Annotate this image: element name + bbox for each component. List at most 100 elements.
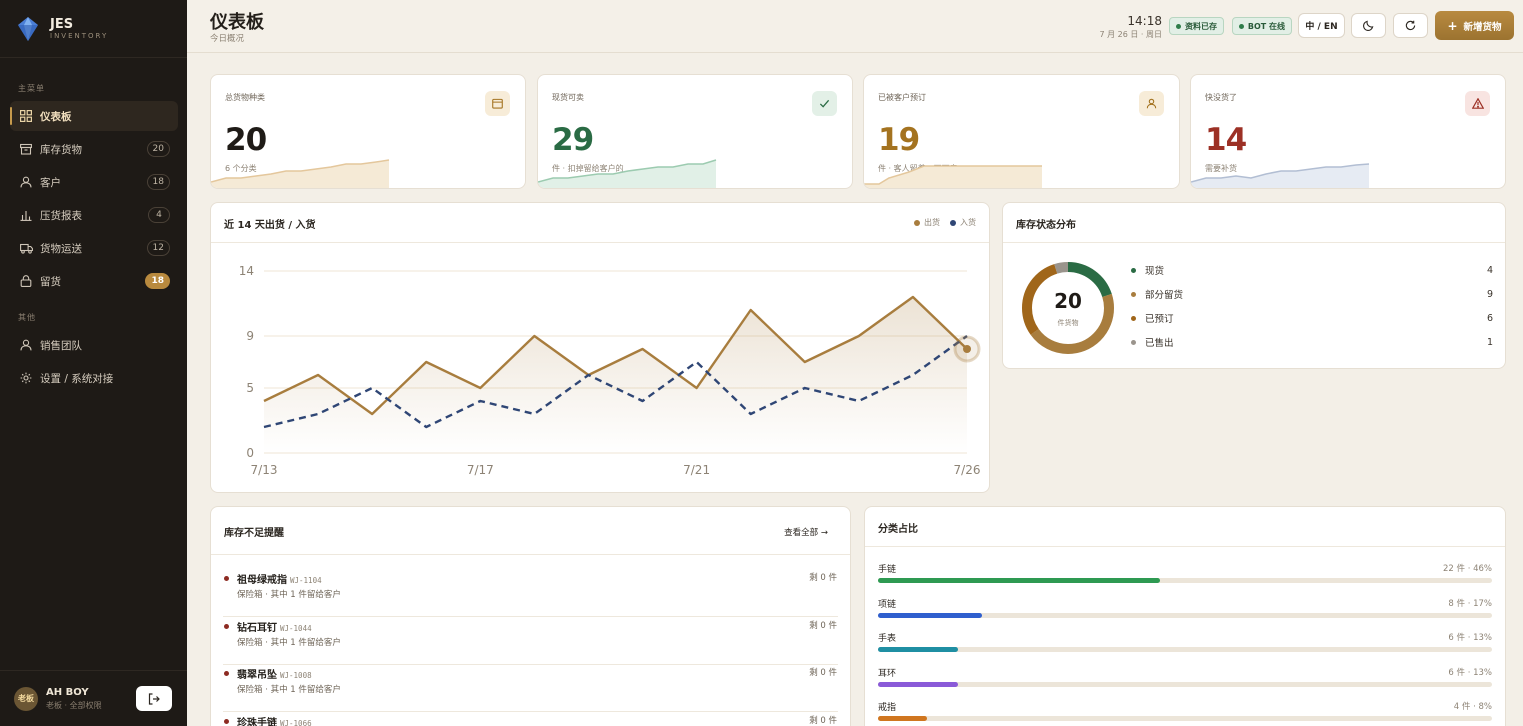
card-header: 分类占比 [865, 507, 1505, 547]
item-desc: 保险箱 · 其中 1 件留给客户 [237, 685, 341, 695]
sidebar-item-sales-team[interactable]: 销售团队 [10, 330, 178, 360]
theme-toggle-button[interactable] [1351, 13, 1386, 38]
refresh-button[interactable] [1393, 13, 1428, 38]
category-value: 6 件 · 13% [1448, 667, 1492, 678]
distribution-label: 现货 [1145, 266, 1165, 277]
status-badge-bot: BOT 在线 [1231, 17, 1292, 35]
view-all-link[interactable]: 查看全部 → [784, 528, 828, 538]
count-badge: 12 [146, 240, 170, 256]
sidebar-item-settings[interactable]: 设置 / 系统对接 [10, 363, 178, 393]
item-name: 珍珠手链 [237, 717, 277, 726]
sidebar-item-label: 库存货物 [40, 143, 82, 156]
sidebar-item-label: 留货 [40, 275, 61, 288]
low-stock-item[interactable]: 珍珠手链 WJ-1066 剩 0 件 [223, 713, 838, 726]
card-header: 库存状态分布 [1003, 203, 1505, 243]
sidebar-item-label: 设置 / 系统对接 [40, 372, 114, 385]
sidebar-item-shipping[interactable]: 货物运送 12 [10, 233, 178, 263]
legend-dot-icon [950, 219, 956, 226]
sidebar-item-label: 客户 [40, 176, 61, 189]
legend-label: 出货 [924, 218, 940, 227]
legend-label: 入货 [960, 218, 976, 227]
diamond-logo-icon [18, 16, 38, 41]
box-icon [485, 91, 510, 116]
sidebar-item-dashboard[interactable]: 仪表板 [10, 101, 178, 131]
card-title: 近 14 天出货 / 入货 [224, 220, 316, 231]
sparkline [538, 159, 717, 188]
truck-icon [19, 241, 33, 255]
progress-fill [878, 716, 928, 721]
line-chart: 0 5 9 14 7/13 7/17 7/21 7/26 [239, 264, 981, 477]
category-row: 项链 8 件 · 17% [878, 597, 1492, 627]
category-row: 手表 6 件 · 13% [878, 631, 1492, 661]
series-area-out [264, 297, 967, 453]
progress-track [878, 612, 1492, 618]
item-name: 翡翠吊坠 [237, 670, 277, 681]
low-stock-item[interactable]: 钻石耳钉 WJ-1044 保险箱 · 其中 1 件留给客户 剩 0 件 [223, 618, 838, 665]
category-name: 耳环 [878, 668, 897, 679]
item-desc: 保险箱 · 其中 1 件留给客户 [237, 590, 341, 600]
progress-track [878, 681, 1492, 687]
item-remaining: 剩 0 件 [809, 573, 837, 583]
stat-value: 29 [552, 122, 594, 158]
topbar: 仪表板 今日概况 14:18 7 月 26 日 · 周日 资料已存 BOT 在线… [187, 0, 1523, 53]
distribution-item: 部分留货 9 [1131, 287, 1493, 301]
item-name: 祖母绿戒指 [237, 575, 287, 586]
item-remaining: 剩 0 件 [809, 620, 837, 631]
item-desc: 保险箱 · 其中 1 件留给客户 [237, 637, 341, 648]
logout-button[interactable] [136, 686, 172, 711]
logout-icon [148, 692, 160, 705]
sidebar-item-label: 压货报表 [40, 209, 82, 222]
card-header: 近 14 天出货 / 入货 出货 入货 [211, 203, 989, 243]
category-value: 22 件 · 46% [1442, 564, 1492, 574]
legend-dot-icon [914, 219, 920, 226]
user-icon [1139, 91, 1164, 116]
stat-note: 6 个分类 [225, 164, 257, 173]
card-title: 库存状态分布 [1016, 220, 1076, 231]
other-menu-label: 其他 [18, 313, 36, 322]
count-badge: 4 [148, 207, 170, 223]
alert-dot-icon [224, 671, 229, 676]
alert-dot-icon [224, 576, 229, 581]
distribution-count: 4 [1486, 264, 1493, 276]
series-line-out [263, 295, 968, 416]
box-icon [19, 142, 33, 156]
sidebar-item-stock-report[interactable]: 压货报表 4 [10, 200, 178, 230]
add-item-label: 新增货物 [1463, 21, 1502, 33]
stat-value: 20 [225, 122, 267, 158]
sidebar-item-label: 仪表板 [40, 110, 72, 123]
avatar[interactable]: 老板 [14, 686, 38, 711]
sidebar-item-inventory[interactable]: 库存货物 20 [10, 134, 178, 164]
add-item-button[interactable]: + 新增货物 [1435, 11, 1514, 40]
brand-name: JES [50, 16, 74, 32]
count-badge: 20 [146, 141, 170, 157]
stat-card-reserved[interactable]: 已被客户预订 19 件 · 客人留着，不可卖 [863, 74, 1180, 189]
page-subtitle: 今日概况 [210, 34, 245, 44]
progress-track [878, 716, 1492, 721]
low-stock-item[interactable]: 祖母绿戒指 WJ-1104 保险箱 · 其中 1 件留给客户 剩 0 件 [223, 570, 838, 617]
sparkline [1191, 163, 1370, 188]
grid-icon [19, 109, 33, 123]
x-tick-label: 7/21 [683, 463, 710, 477]
brand-subtitle: INVENTORY [50, 31, 109, 40]
sidebar-item-reserved[interactable]: 留货 18 [10, 266, 178, 296]
item-code: WJ-1066 [280, 718, 312, 726]
status-dot-icon [1176, 23, 1181, 29]
sidebar-item-customers[interactable]: 客户 18 [10, 167, 178, 197]
stat-card-low-stock[interactable]: 快没货了 14 需要补货 [1190, 74, 1506, 189]
status-badge-saved: 资料已存 [1169, 17, 1224, 35]
x-tick-label: 7/13 [251, 463, 278, 477]
donut-unit: 件货物 [1057, 319, 1079, 327]
category-value: 4 件 · 8% [1453, 702, 1492, 712]
lock-icon [19, 274, 33, 288]
alert-dot-icon [224, 718, 229, 724]
stat-card-total[interactable]: 总货物种类 20 6 个分类 [210, 74, 526, 189]
stat-card-available[interactable]: 现货可卖 29 件 · 扣掉留给客户的 [537, 74, 853, 189]
item-code: WJ-1104 [290, 576, 322, 585]
low-stock-item[interactable]: 翡翠吊坠 WJ-1008 保险箱 · 其中 1 件留给客户 剩 0 件 [223, 665, 838, 712]
flow-chart-card: 近 14 天出货 / 入货 出货 入货 0 5 9 14 7/13 7/17 7/21 7/2… [210, 202, 990, 493]
category-row: 手链 22 件 · 46% [878, 562, 1492, 592]
brand[interactable]: JES INVENTORY [0, 0, 187, 58]
language-toggle-button[interactable]: 中 / EN [1298, 13, 1345, 38]
progress-fill [878, 681, 958, 687]
category-name: 戒指 [878, 703, 897, 713]
